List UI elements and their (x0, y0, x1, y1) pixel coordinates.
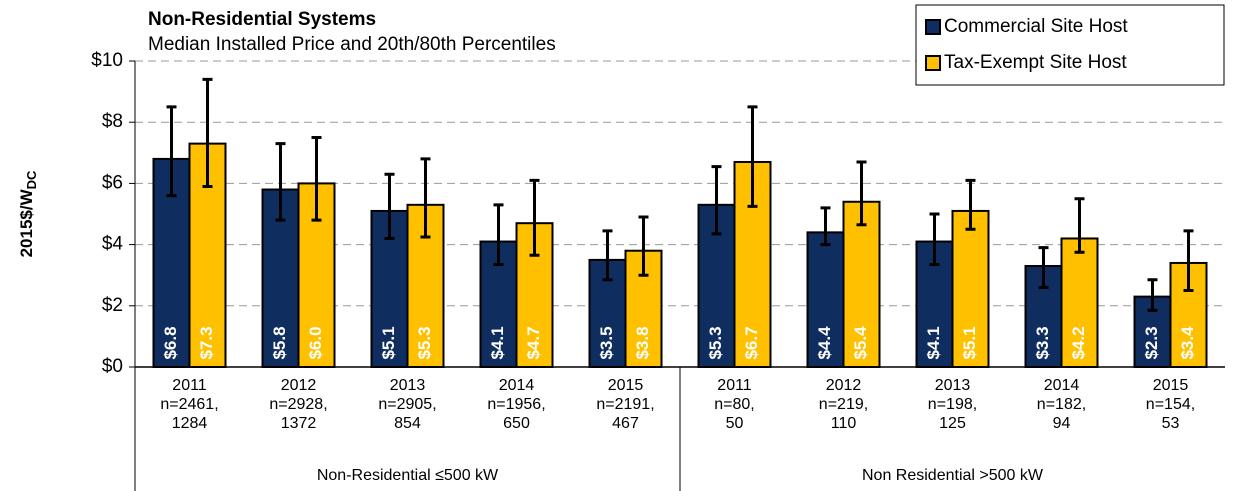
legend-label: Commercial Site Host (944, 16, 1128, 37)
x-tick-label: n=154, (1146, 396, 1195, 413)
error-bar (202, 77, 213, 188)
error-bar (711, 165, 722, 236)
chart-title: Non-Residential Systems (148, 9, 376, 30)
error-bar (1074, 197, 1085, 254)
error-bar (1147, 278, 1158, 312)
x-tick-label: n=1956, (487, 396, 545, 413)
error-bar (384, 172, 395, 240)
legend-swatch (925, 55, 941, 71)
bar (1060, 237, 1099, 368)
y-axis-label-main: 2015$/W (17, 188, 36, 257)
x-tick-label: n=219, (819, 396, 868, 413)
x-tick-label: 94 (1053, 415, 1071, 432)
bar (806, 231, 845, 368)
x-tick-label: 2013 (390, 377, 426, 394)
x-tick-label: n=2928, (269, 396, 327, 413)
value-label: $7.3 (197, 326, 216, 359)
error-bar (311, 136, 322, 222)
legend-label: Tax-Exempt Site Host (944, 52, 1127, 73)
bar (842, 200, 881, 368)
value-label: $5.1 (960, 326, 979, 359)
legend-box (915, 4, 1225, 86)
value-label: $6.7 (742, 326, 761, 359)
y-tick-label: $0 (102, 356, 123, 377)
x-tick-label: 2012 (826, 377, 862, 394)
y-tick-label: $6 (102, 172, 123, 193)
group-label: Non Residential >500 kW (862, 467, 1044, 484)
value-label: $3.4 (1178, 326, 1197, 360)
value-label: $4.2 (1069, 326, 1088, 359)
y-axis-label-sub: DC (24, 170, 39, 189)
x-tick-label: n=198, (928, 396, 977, 413)
value-label: $4.4 (815, 326, 834, 360)
error-bar (965, 178, 976, 231)
x-tick-label: 2013 (935, 377, 971, 394)
error-bar (493, 203, 504, 266)
error-bar (856, 160, 867, 227)
y-tick-label: $10 (91, 50, 123, 71)
error-bar (1038, 246, 1049, 289)
error-bar (820, 206, 831, 247)
value-label: $5.4 (851, 326, 870, 360)
x-tick-label: 650 (503, 415, 530, 432)
y-axis-label: 2015$/WDC (17, 170, 39, 257)
y-tick-label: $4 (102, 234, 124, 255)
value-label: $3.3 (1033, 326, 1052, 359)
error-bar (529, 178, 540, 257)
error-bar (638, 215, 649, 277)
error-bar (747, 105, 758, 208)
x-tick-label: 2011 (717, 377, 752, 394)
value-label: $5.1 (379, 326, 398, 359)
value-label: $5.3 (706, 326, 725, 359)
x-tick-label: 110 (831, 415, 857, 432)
error-bar (929, 212, 940, 266)
legend: Commercial Site Host Tax-Exempt Site Host (915, 4, 1225, 86)
error-bar (275, 142, 286, 222)
x-tick-label: 2015 (608, 377, 644, 394)
value-label: $4.1 (488, 326, 507, 359)
x-tick-label: 1284 (172, 415, 208, 432)
error-bar (1183, 229, 1194, 292)
value-label: $3.5 (597, 326, 616, 359)
value-label: $3.8 (633, 326, 652, 359)
x-tick-label: 2014 (499, 377, 535, 394)
value-label: $6.8 (161, 326, 180, 359)
legend-swatch (925, 19, 941, 35)
value-label: $5.8 (270, 326, 289, 359)
y-tick-label: $8 (102, 111, 123, 132)
x-tick-label: 2012 (281, 377, 317, 394)
value-label: $4.7 (524, 326, 543, 359)
value-label: $6.0 (306, 326, 325, 359)
x-tick-label: 53 (1162, 415, 1180, 432)
group-label: Non-Residential ≤500 kW (317, 467, 499, 484)
x-tick-label: n=2191, (596, 396, 654, 413)
x-tick-label: 125 (939, 415, 966, 432)
x-tick-label: n=2905, (378, 396, 436, 413)
x-tick-label: n=80, (714, 396, 754, 413)
error-bar (166, 105, 177, 198)
x-tick-label: n=2461, (160, 396, 218, 413)
y-tick-label: $2 (102, 295, 123, 316)
x-tick-label: 2014 (1044, 377, 1080, 394)
x-tick-label: 2011 (172, 377, 207, 394)
value-label: $4.1 (924, 326, 943, 359)
x-tick-label: 467 (612, 415, 639, 432)
bar (951, 209, 990, 368)
x-tick-label: 50 (726, 415, 744, 432)
value-label: $5.3 (415, 326, 434, 359)
x-tick-label: 854 (394, 415, 421, 432)
error-bar (602, 229, 613, 282)
value-label: $2.3 (1142, 326, 1161, 359)
x-tick-label: n=182, (1037, 396, 1086, 413)
error-bar (420, 157, 431, 239)
x-tick-label: 2015 (1153, 377, 1189, 394)
chart-subtitle: Median Installed Price and 20th/80th Per… (148, 34, 556, 55)
x-tick-label: 1372 (281, 415, 317, 432)
